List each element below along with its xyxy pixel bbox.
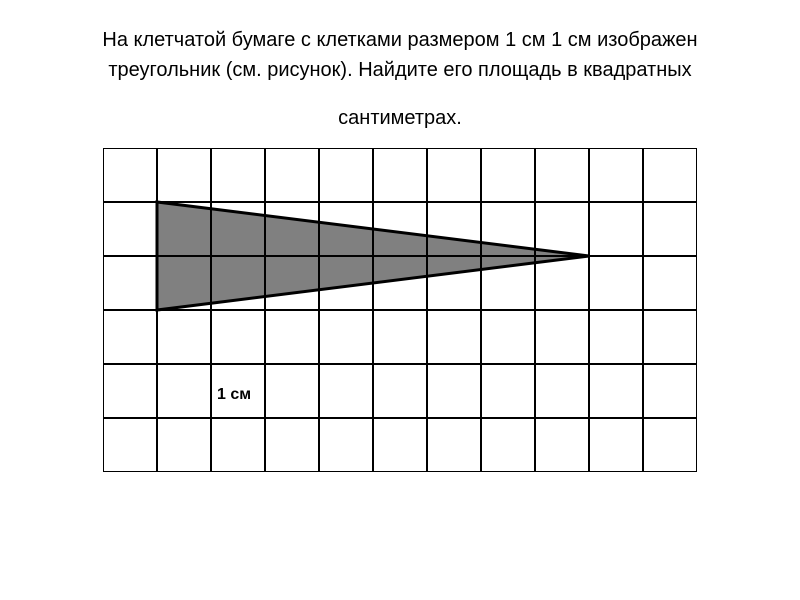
problem-line-1: На клетчатой бумаге с клетками размером … (60, 25, 740, 55)
unit-label: 1 см (217, 386, 251, 404)
figure-container: 1 см (0, 148, 800, 477)
grid-figure: 1 см (103, 148, 697, 477)
problem-line-3: сантиметрах. (60, 103, 740, 133)
problem-statement: На клетчатой бумаге с клетками размером … (0, 0, 800, 143)
problem-line-2: треугольник (см. рисунок). Найдите его п… (60, 55, 740, 85)
grid-svg (103, 148, 697, 472)
